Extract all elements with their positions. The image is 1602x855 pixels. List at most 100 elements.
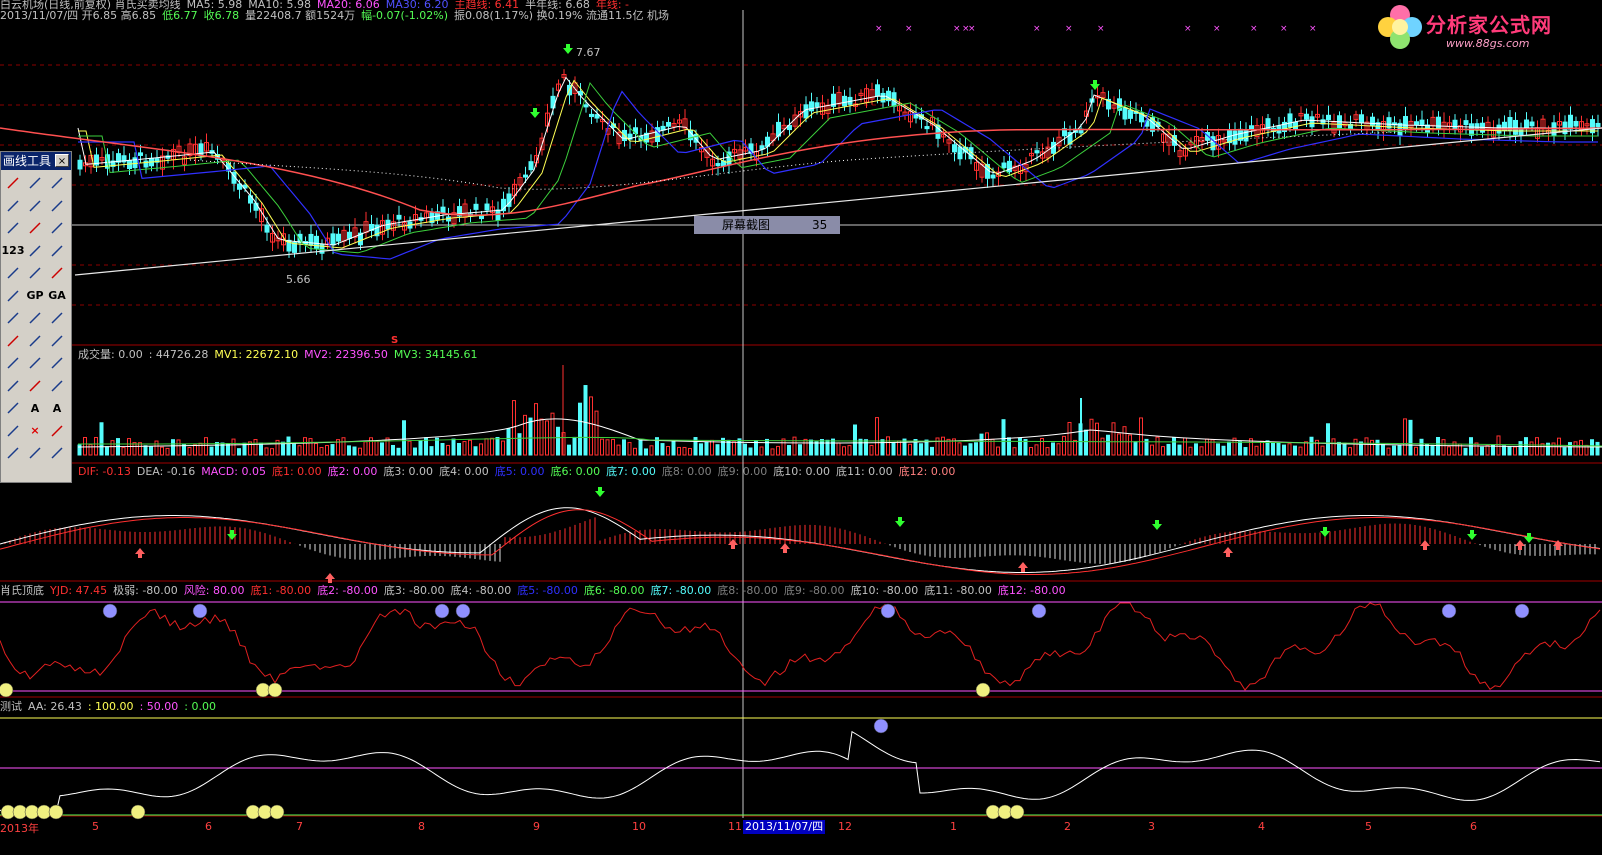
volume-bar [1271,442,1275,456]
close-button[interactable]: × [55,154,69,167]
volume-bar [512,400,516,456]
list-icon[interactable] [3,443,23,463]
delete-icon[interactable]: × [30,424,40,437]
sell-marker: × [1309,24,1317,34]
yjd-header-item: 底10: -80.00 [850,584,919,597]
sad-face-icon [873,718,889,734]
volume-bar [468,439,472,456]
triangle-icon[interactable] [47,353,67,373]
volume-bar [1232,437,1237,456]
volume-bar [1551,442,1556,456]
pitchfork-icon[interactable] [25,353,45,373]
price-header-item: 收6.78 [203,9,240,22]
hline-icon[interactable] [3,218,23,238]
drawing-toolbox[interactable]: 画线工具 × 123 GP GA A A × [0,151,72,483]
volume-bar [1216,443,1220,456]
aa-header-item: : 0.00 [184,700,216,713]
volume-bar [259,442,263,456]
volume-bar [880,439,885,456]
volume-bar [952,438,956,456]
down-arrow-icon[interactable] [47,376,67,396]
golden-angle-icon[interactable]: GA [48,289,66,302]
yjd-header-item: 底12: -80.00 [997,584,1066,597]
eraser-icon[interactable] [3,421,23,441]
ruler-icon[interactable]: 123 [1,244,25,257]
yjd-header-item: 底9: -80.00 [783,584,845,597]
candle-body [336,233,341,242]
volume-bar [1238,441,1242,456]
volume-bar [1188,446,1193,456]
volume-bar [204,437,208,456]
regression-icon[interactable] [47,331,67,351]
smile-face-icon [269,804,285,820]
sell-marker: × [953,24,961,34]
toolbox-titlebar[interactable]: 画线工具 × [1,152,71,170]
text-icon[interactable]: A [30,401,40,415]
circle-icon[interactable] [47,263,67,283]
volume-bar [963,445,967,456]
cursor-icon[interactable] [3,173,23,193]
volume-bar [902,438,907,456]
candle-body [649,130,655,143]
candle-body [1513,119,1518,135]
volume-bar [1282,444,1286,456]
candle-body [457,206,462,217]
volume-bar [506,428,511,456]
candle-body [297,233,303,244]
volume-bar [792,436,797,456]
candle-body [644,132,649,143]
speed-line-icon[interactable] [47,308,67,328]
fib-vertical-icon[interactable] [3,331,23,351]
candle-body [1298,112,1304,117]
candle-body [473,203,479,210]
sell-marker: × [1280,24,1288,34]
volume-bar [143,445,148,456]
candle-body [1166,133,1172,146]
volume-bar [237,448,241,456]
volume-bar [704,441,709,456]
parallel2-icon[interactable] [47,241,67,261]
volume-bar [1034,444,1039,456]
channel-icon[interactable] [3,263,23,283]
ray-icon[interactable] [47,173,67,193]
ruler-horizontal-icon[interactable] [25,443,45,463]
fan-icon[interactable] [3,353,23,373]
pin-line-icon[interactable] [47,196,67,216]
candle-body [996,171,1001,177]
candle-body [820,102,825,115]
vline-icon[interactable] [47,218,67,238]
candle-body [1067,131,1073,145]
cycle-icon[interactable] [3,286,23,306]
volume-bar [710,439,714,456]
up-arrow-icon[interactable] [25,376,45,396]
candle-body [270,233,275,243]
label-icon[interactable]: A [52,401,62,415]
segment-icon[interactable] [25,196,45,216]
line-icon[interactable] [25,173,45,193]
aa-header-item: : 100.00 [87,700,134,713]
gann-icon[interactable] [3,308,23,328]
pen-icon[interactable] [3,398,23,418]
screen-icon[interactable] [47,443,67,463]
volume-bar [1381,444,1385,456]
volume-bar [396,447,401,456]
volume-bar [1150,444,1154,456]
highlight-icon[interactable] [47,421,67,441]
volume-bar [1474,442,1479,456]
volume-bar [715,444,720,456]
arc-icon[interactable] [25,263,45,283]
percent-icon[interactable] [25,308,45,328]
golden-ratio-icon[interactable]: GP [26,289,44,302]
rectangle-icon[interactable] [3,376,23,396]
volume-bar [974,442,978,456]
fan-line-icon[interactable] [25,218,45,238]
candle-body [1419,119,1425,126]
dotted-trend-line [189,131,1401,190]
month-label: 8 [418,820,425,833]
time-cycle-icon[interactable] [25,331,45,351]
volume-bar [325,445,329,456]
candle-body [682,118,688,129]
parallel-icon[interactable] [25,241,45,261]
arrow-line-icon[interactable] [3,196,23,216]
